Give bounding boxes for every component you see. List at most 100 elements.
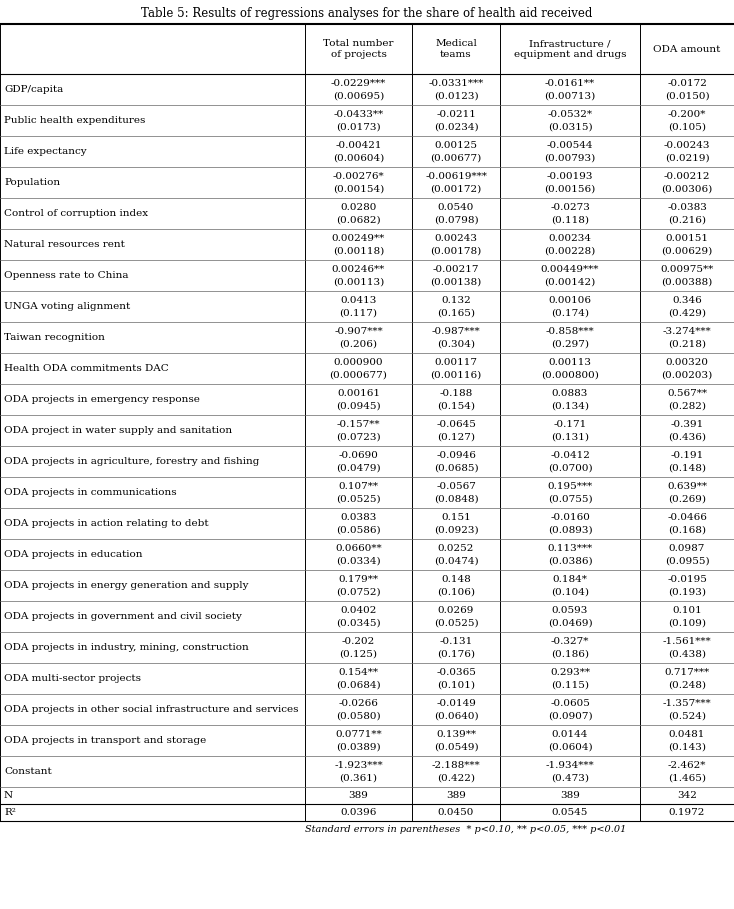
- Text: (0.0474): (0.0474): [434, 557, 479, 565]
- Text: 0.00249**: 0.00249**: [332, 234, 385, 243]
- Text: (0.00118): (0.00118): [333, 247, 384, 255]
- Text: (0.0345): (0.0345): [336, 619, 381, 628]
- Text: 0.00106: 0.00106: [548, 295, 592, 305]
- Text: -0.0172: -0.0172: [667, 79, 707, 88]
- Text: (0.00713): (0.00713): [545, 92, 595, 101]
- Text: 0.0481: 0.0481: [669, 730, 705, 739]
- Text: (0.0173): (0.0173): [336, 123, 381, 132]
- Text: -0.0365: -0.0365: [436, 668, 476, 677]
- Text: (0.0907): (0.0907): [548, 712, 592, 721]
- Text: (0.0923): (0.0923): [434, 525, 479, 534]
- Text: (0.101): (0.101): [437, 681, 475, 690]
- Text: (0.0798): (0.0798): [434, 215, 479, 225]
- Text: 0.00449***: 0.00449***: [541, 265, 599, 274]
- Text: -1.561***: -1.561***: [663, 637, 711, 645]
- Text: (0.00629): (0.00629): [661, 247, 713, 255]
- Text: 0.00151: 0.00151: [666, 234, 708, 243]
- Text: ODA projects in action relating to debt: ODA projects in action relating to debt: [4, 519, 208, 528]
- Text: (0.125): (0.125): [340, 650, 377, 659]
- Text: Health ODA commitments DAC: Health ODA commitments DAC: [4, 364, 169, 373]
- Text: 0.0660**: 0.0660**: [335, 544, 382, 553]
- Text: (0.438): (0.438): [668, 650, 706, 659]
- Text: ODA projects in energy generation and supply: ODA projects in energy generation and su…: [4, 581, 249, 590]
- Text: (0.0955): (0.0955): [665, 557, 709, 565]
- Text: -0.00276*: -0.00276*: [333, 172, 385, 181]
- Text: ODA amount: ODA amount: [653, 45, 721, 54]
- Text: 0.0413: 0.0413: [341, 295, 377, 305]
- Text: ODA projects in emergency response: ODA projects in emergency response: [4, 395, 200, 404]
- Text: 0.195***: 0.195***: [548, 482, 592, 491]
- Text: Infrastructure /
equipment and drugs: Infrastructure / equipment and drugs: [514, 39, 626, 59]
- Text: -0.858***: -0.858***: [545, 327, 595, 335]
- Text: 0.0280: 0.0280: [341, 203, 377, 212]
- Text: (0.106): (0.106): [437, 588, 475, 597]
- Text: Public health expenditures: Public health expenditures: [4, 116, 145, 125]
- Text: (0.148): (0.148): [668, 464, 706, 473]
- Text: (0.00228): (0.00228): [545, 247, 595, 255]
- Text: (0.206): (0.206): [340, 340, 377, 349]
- Text: Standard errors in parentheses  * p<0.10, ** p<0.05, *** p<0.01: Standard errors in parentheses * p<0.10,…: [305, 825, 626, 834]
- Text: 0.0144: 0.0144: [552, 730, 588, 739]
- Text: 342: 342: [677, 791, 697, 800]
- Text: -0.0645: -0.0645: [436, 420, 476, 429]
- Text: (0.0723): (0.0723): [336, 433, 381, 442]
- Text: (0.115): (0.115): [551, 681, 589, 690]
- Text: (0.117): (0.117): [340, 309, 377, 318]
- Text: -0.0433**: -0.0433**: [333, 110, 384, 119]
- Text: 0.00161: 0.00161: [337, 389, 380, 398]
- Text: 0.00125: 0.00125: [435, 141, 478, 150]
- Text: (0.0525): (0.0525): [336, 494, 381, 504]
- Text: (0.00154): (0.00154): [333, 185, 384, 194]
- Text: 0.00113: 0.00113: [548, 358, 592, 367]
- Text: 0.0987: 0.0987: [669, 544, 705, 553]
- Text: (0.104): (0.104): [551, 588, 589, 597]
- Text: (0.134): (0.134): [551, 402, 589, 411]
- Text: -0.0532*: -0.0532*: [548, 110, 592, 119]
- Text: (0.176): (0.176): [437, 650, 475, 659]
- Text: -0.157**: -0.157**: [337, 420, 380, 429]
- Text: 389: 389: [560, 791, 580, 800]
- Text: 389: 389: [349, 791, 368, 800]
- Text: (0.00203): (0.00203): [661, 371, 713, 380]
- Text: (0.0219): (0.0219): [665, 154, 709, 163]
- Text: -0.00619***: -0.00619***: [425, 172, 487, 181]
- Text: -2.188***: -2.188***: [432, 761, 480, 770]
- Text: (0.0586): (0.0586): [336, 525, 381, 534]
- Text: (0.429): (0.429): [668, 309, 706, 318]
- Text: 0.132: 0.132: [441, 295, 471, 305]
- Text: (0.0640): (0.0640): [434, 712, 479, 721]
- Text: 0.0269: 0.0269: [437, 605, 474, 614]
- Text: (0.154): (0.154): [437, 402, 475, 411]
- Text: -0.907***: -0.907***: [334, 327, 383, 335]
- Text: (0.0315): (0.0315): [548, 123, 592, 132]
- Text: (0.174): (0.174): [551, 309, 589, 318]
- Text: (0.0685): (0.0685): [434, 464, 479, 473]
- Text: GDP/capita: GDP/capita: [4, 85, 63, 94]
- Text: (0.0123): (0.0123): [434, 92, 479, 101]
- Text: 0.101: 0.101: [672, 605, 702, 614]
- Text: 0.0383: 0.0383: [341, 513, 377, 522]
- Text: (0.269): (0.269): [668, 494, 706, 504]
- Text: (0.0580): (0.0580): [336, 712, 381, 721]
- Text: (0.0755): (0.0755): [548, 494, 592, 504]
- Text: -1.923***: -1.923***: [334, 761, 383, 770]
- Text: (0.00388): (0.00388): [661, 278, 713, 287]
- Text: ODA projects in agriculture, forestry and fishing: ODA projects in agriculture, forestry an…: [4, 457, 259, 466]
- Text: -0.391: -0.391: [670, 420, 704, 429]
- Text: 0.0593: 0.0593: [552, 605, 588, 614]
- Text: ODA projects in education: ODA projects in education: [4, 550, 142, 559]
- Text: -0.0567: -0.0567: [436, 482, 476, 491]
- Text: 0.346: 0.346: [672, 295, 702, 305]
- Text: 0.0771**: 0.0771**: [335, 730, 382, 739]
- Text: (0.0893): (0.0893): [548, 525, 592, 534]
- Text: R²: R²: [4, 808, 16, 817]
- Text: (0.473): (0.473): [551, 774, 589, 783]
- Text: 0.0545: 0.0545: [552, 808, 588, 817]
- Text: (0.00116): (0.00116): [430, 371, 482, 380]
- Text: -0.0605: -0.0605: [550, 699, 590, 708]
- Text: (0.524): (0.524): [668, 712, 706, 721]
- Text: 0.148: 0.148: [441, 574, 471, 584]
- Text: Taiwan recognition: Taiwan recognition: [4, 333, 105, 342]
- Text: (0.0700): (0.0700): [548, 464, 592, 473]
- Text: (0.282): (0.282): [668, 402, 706, 411]
